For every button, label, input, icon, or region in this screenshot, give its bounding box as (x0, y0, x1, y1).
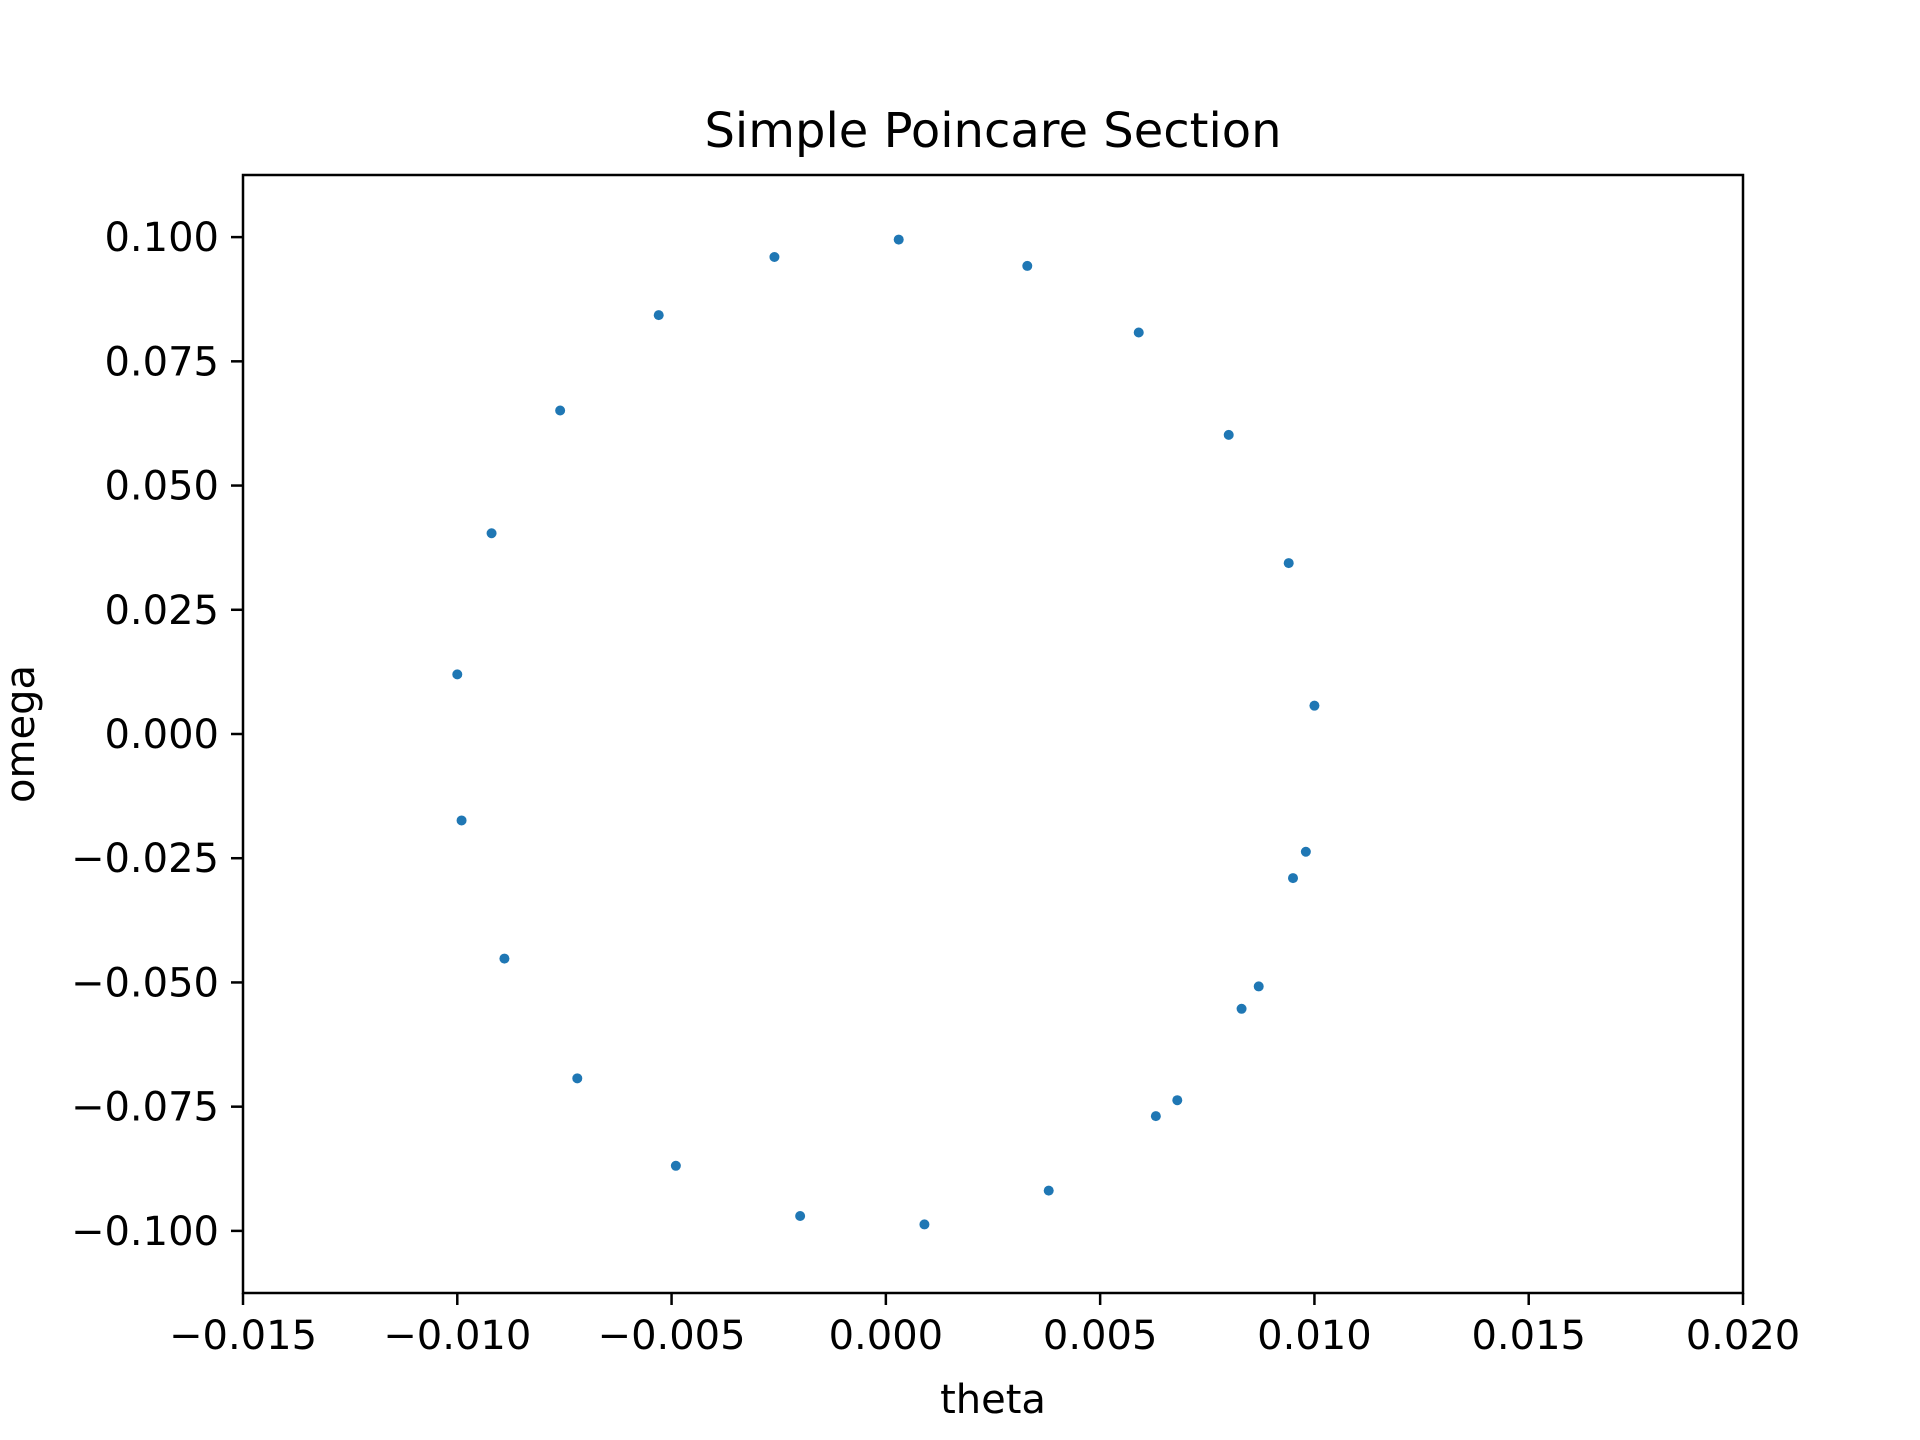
scatter-point (1043, 1185, 1054, 1196)
scatter-point (1300, 846, 1311, 857)
x-axis: −0.015 −0.010 −0.005 0.000 0.005 0.010 0.015 0.… (169, 1293, 1800, 1359)
scatter-point (1150, 1111, 1161, 1122)
scatter-point (670, 1160, 681, 1171)
scatter-point (919, 1219, 930, 1230)
scatter-point (1236, 1003, 1247, 1014)
scatter-point (893, 234, 904, 245)
scatter-point (555, 405, 566, 416)
x-tick-label: 0.010 (1257, 1313, 1372, 1359)
scatter-point (1022, 260, 1033, 271)
y-tick-label: 0.000 (104, 712, 219, 758)
y-tick-label: 0.025 (104, 588, 219, 634)
scatter-point (456, 815, 467, 826)
y-tick-label: −0.100 (71, 1209, 219, 1255)
scatter-point (572, 1073, 583, 1084)
x-axis-label: theta (940, 1377, 1046, 1423)
y-tick-label: −0.075 (71, 1085, 219, 1131)
x-tick-label: −0.015 (169, 1313, 317, 1359)
scatter-point (795, 1210, 806, 1221)
y-tick-label: 0.100 (104, 215, 219, 261)
x-tick-label: −0.010 (383, 1313, 531, 1359)
x-tick-label: 0.015 (1471, 1313, 1586, 1359)
y-tick-label: 0.050 (104, 464, 219, 510)
y-axis-label: omega (0, 665, 44, 803)
scatter-point (486, 528, 497, 539)
chart-title: Simple Poincare Section (704, 103, 1281, 159)
plot-area-frame (241, 173, 1745, 1295)
scatter-points (452, 234, 1320, 1230)
scatter-point (452, 669, 463, 680)
x-tick-label: 0.020 (1686, 1313, 1801, 1359)
y-tick-label: −0.025 (71, 836, 219, 882)
scatter-point (1172, 1095, 1183, 1106)
scatter-point (769, 251, 780, 262)
y-tick-label: 0.075 (104, 339, 219, 385)
scatter-point (1223, 429, 1234, 440)
scatter-point (653, 310, 664, 321)
x-tick-label: 0.005 (1043, 1313, 1158, 1359)
scatter-point (1309, 700, 1320, 711)
scatter-point (1283, 558, 1294, 569)
scatter-point (499, 953, 510, 964)
scatter-point (1288, 873, 1298, 884)
y-axis: 0.100 0.075 0.050 0.025 0.000 −0.025 −0.050 −0.… (71, 215, 243, 1255)
y-tick-label: −0.050 (71, 960, 219, 1006)
scatter-point (1253, 981, 1264, 992)
x-tick-label: −0.005 (598, 1313, 746, 1359)
x-tick-label: 0.000 (829, 1313, 944, 1359)
scatter-point (1133, 327, 1144, 338)
